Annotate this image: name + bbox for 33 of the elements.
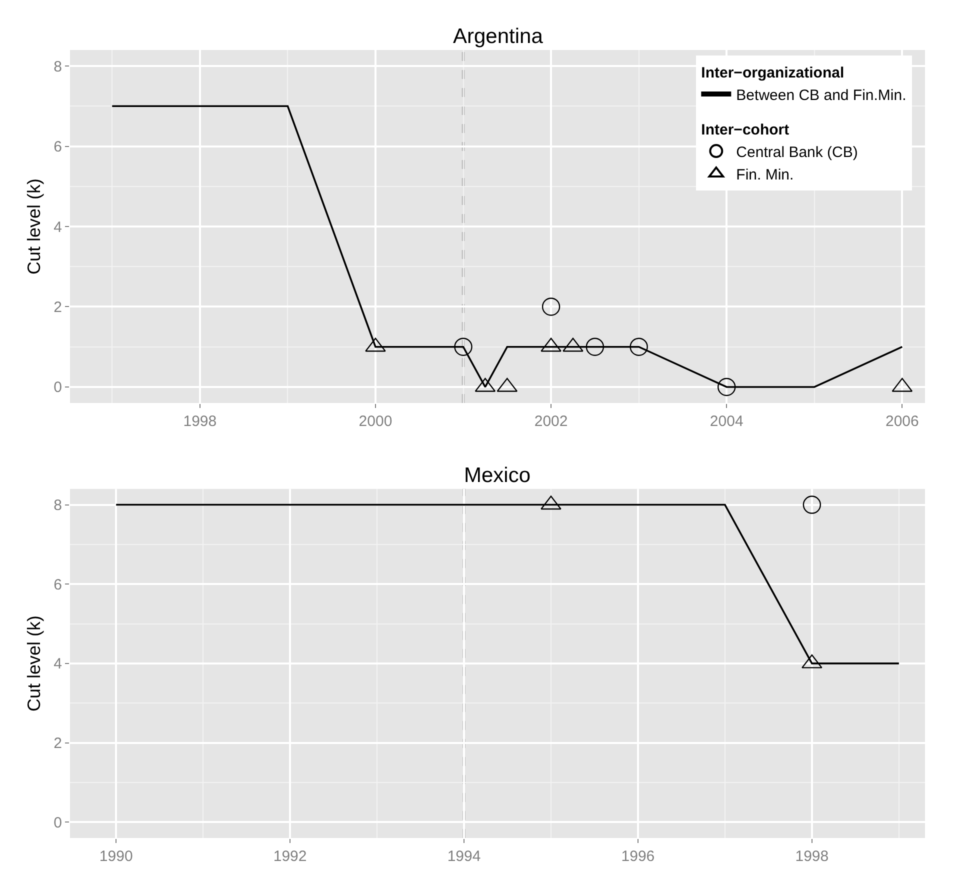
chart-title: Argentina [453, 25, 544, 48]
x-tick-label: 1990 [99, 848, 133, 865]
y-axis-title: Cut level (k) [24, 615, 44, 712]
y-tick-label: 2 [54, 735, 62, 752]
y-tick-label: 8 [54, 497, 62, 514]
y-axis-title: Cut level (k) [24, 178, 44, 275]
y-tick-label: 4 [54, 656, 62, 673]
x-tick-label: 2004 [710, 413, 744, 430]
y-tick-label: 0 [54, 379, 62, 396]
y-tick-label: 2 [54, 298, 62, 316]
point [586, 338, 604, 356]
x-tick-label: 1998 [183, 413, 217, 430]
y-tick-label: 8 [54, 58, 62, 76]
y-tick-label: 0 [54, 814, 62, 832]
y-tick-label: 6 [54, 138, 62, 156]
y-tick-label: 6 [54, 576, 62, 594]
chart-title: Mexico [464, 464, 531, 487]
legend-label: Fin. Min. [736, 166, 794, 184]
text: Inter−cohort [701, 121, 790, 138]
point [542, 298, 560, 316]
y-tick-label: 4 [54, 218, 62, 236]
x-tick-label: 2002 [534, 413, 568, 430]
legend-label: Central Bank (CB) [736, 144, 858, 161]
x-tick-label: 1998 [795, 848, 829, 865]
x-tick-label: 2000 [358, 413, 392, 430]
x-tick-label: 1992 [273, 848, 307, 865]
legend-label: Between CB and Fin.Min. [736, 86, 906, 104]
point [630, 338, 648, 356]
point [454, 338, 472, 356]
x-tick-label: 2006 [885, 413, 919, 430]
x-tick-label: 1996 [621, 848, 655, 865]
x-tick-label: 1994 [447, 848, 481, 865]
text: Inter−organizational [701, 64, 844, 82]
